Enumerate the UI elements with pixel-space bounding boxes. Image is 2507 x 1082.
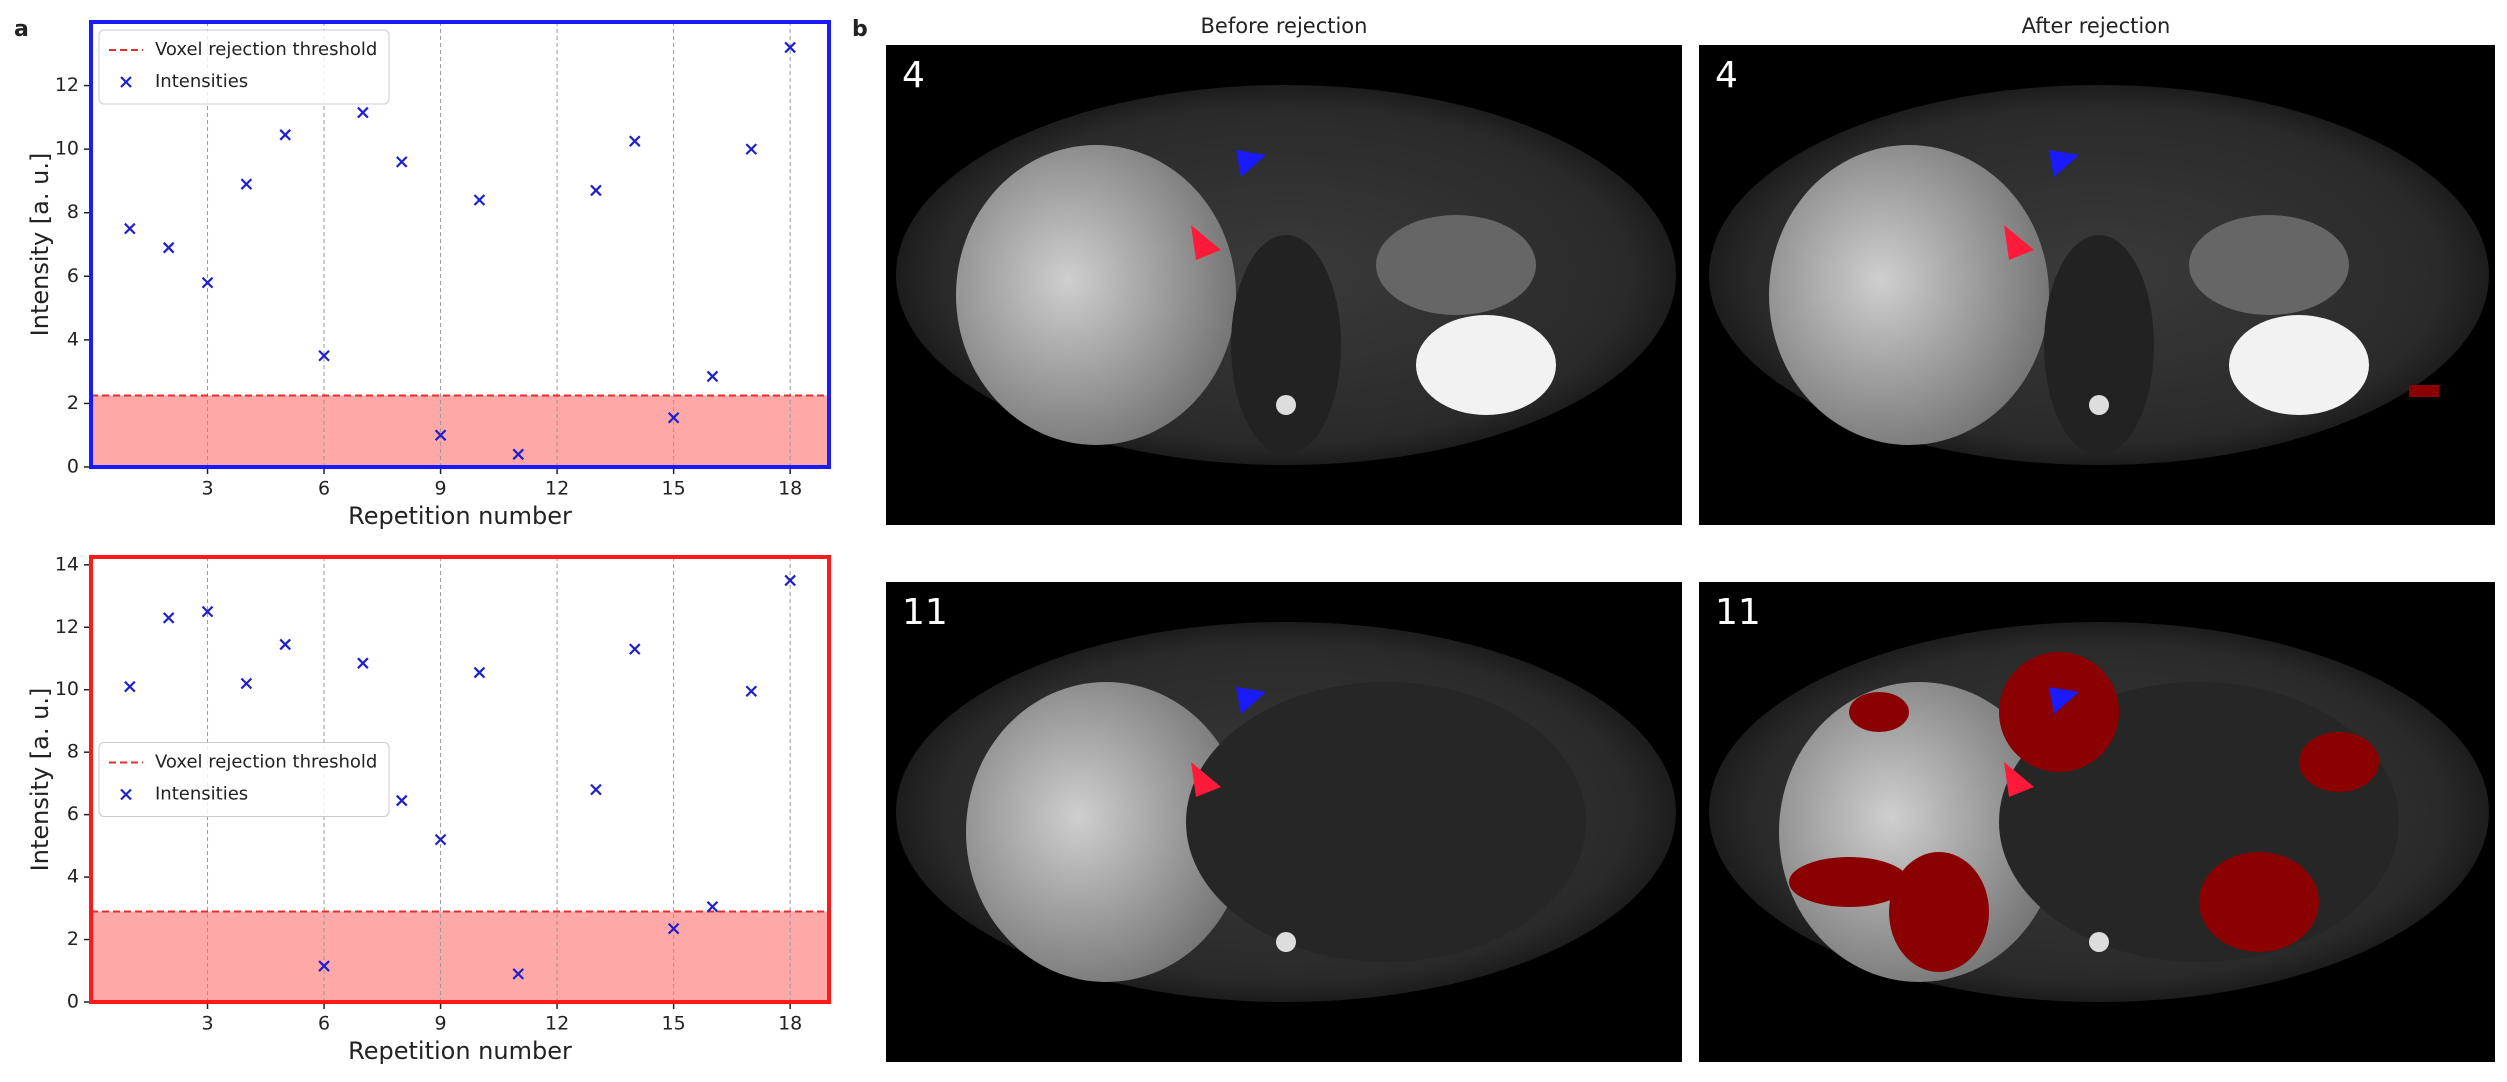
y-axis-label: Intensity [a. u.] <box>26 688 54 872</box>
x-axis-label: Repetition number <box>348 1037 572 1065</box>
scatter-point <box>395 794 408 807</box>
scatter-point <box>745 685 758 698</box>
x-tick-label: 18 <box>778 478 802 500</box>
x-tick-label: 6 <box>318 1013 330 1035</box>
rejection-region <box>91 911 829 1002</box>
scatter-point <box>124 222 136 235</box>
scatter-point <box>357 106 369 119</box>
y-tick-label: 10 <box>55 678 79 700</box>
column-title: Before rejection <box>1201 14 1368 38</box>
legend-label: Voxel rejection threshold <box>155 752 377 773</box>
legend-label: Voxel rejection threshold <box>155 39 377 60</box>
plot-frame <box>89 555 831 1004</box>
y-tick-label: 10 <box>55 138 79 160</box>
slice-label: 11 <box>902 592 948 633</box>
x-tick-label: 18 <box>778 1013 802 1035</box>
scatter-point <box>706 900 719 913</box>
rejection-region <box>91 395 829 467</box>
panel-label: a <box>14 17 29 42</box>
y-tick-label: 6 <box>67 265 79 287</box>
y-tick-label: 4 <box>67 328 79 350</box>
scatter-point <box>124 680 136 693</box>
slice-label: 4 <box>1715 55 1738 96</box>
legend-swatch <box>120 76 132 88</box>
legend-box <box>98 29 390 105</box>
scatter-point <box>667 922 680 935</box>
y-tick-label: 12 <box>55 74 79 96</box>
y-tick-label: 6 <box>67 803 79 825</box>
scatter-point <box>201 605 214 618</box>
y-tick-label: 14 <box>55 553 79 575</box>
scatter-point <box>590 783 602 796</box>
scatter-point <box>706 370 719 383</box>
mri-slice: 4 <box>1699 45 2495 525</box>
slice-label: 4 <box>902 55 925 96</box>
y-tick-label: 4 <box>67 866 79 888</box>
scatter-point <box>162 612 175 624</box>
x-tick-label: 9 <box>435 478 447 500</box>
scatter-point <box>279 129 291 141</box>
x-tick-label: 15 <box>662 478 686 500</box>
scatter-point <box>240 677 253 690</box>
scatter-point <box>201 276 214 289</box>
column-title: After rejection <box>2022 14 2171 38</box>
scatter-point <box>629 643 641 655</box>
x-tick-label: 9 <box>435 1013 447 1035</box>
y-tick-label: 12 <box>55 616 79 638</box>
scatter-point <box>279 638 291 651</box>
scatter-point <box>318 960 330 972</box>
x-tick-label: 3 <box>201 478 213 500</box>
scatter-point <box>745 143 758 155</box>
y-tick-label: 8 <box>67 741 79 763</box>
mri-slice: 11 <box>886 582 1682 1062</box>
x-axis-label: Repetition number <box>348 502 572 530</box>
x-tick-label: 3 <box>201 1013 213 1035</box>
x-tick-label: 15 <box>662 1013 686 1035</box>
y-tick-label: 0 <box>67 991 79 1013</box>
mri-slice: 11 <box>1699 582 2495 1062</box>
x-tick-label: 12 <box>545 1013 569 1035</box>
scatter-point <box>784 41 796 54</box>
scatter-point <box>240 178 253 190</box>
scatter-point <box>512 968 525 980</box>
legend-swatch <box>120 788 132 801</box>
y-tick-label: 2 <box>67 928 79 950</box>
x-tick-label: 6 <box>318 478 330 500</box>
scatter-point <box>434 833 447 846</box>
panel-label: b <box>852 17 868 42</box>
y-tick-label: 8 <box>67 201 79 223</box>
scatter-point <box>473 194 486 206</box>
legend-label: Intensities <box>155 71 248 92</box>
scatter-point <box>590 184 602 197</box>
mri-slice: 4 <box>886 45 1682 525</box>
y-tick-label: 0 <box>67 456 79 478</box>
legend-box <box>98 742 390 817</box>
scatter-point <box>512 448 525 461</box>
x-tick-label: 12 <box>545 478 569 500</box>
scatter-point <box>629 135 641 147</box>
scatter-point <box>162 241 175 254</box>
scatter-point <box>434 429 447 441</box>
slice-label: 11 <box>1715 592 1761 633</box>
scatter-point <box>473 666 486 679</box>
legend-label: Intensities <box>155 784 248 805</box>
y-axis-label: Intensity [a. u.] <box>26 153 54 337</box>
y-tick-label: 2 <box>67 392 79 414</box>
scatter-point <box>318 349 330 362</box>
scatter-point <box>667 411 680 424</box>
scatter-point <box>357 657 369 669</box>
scatter-point <box>784 574 796 587</box>
scatter-point <box>395 156 408 168</box>
plot-frame <box>89 20 831 469</box>
